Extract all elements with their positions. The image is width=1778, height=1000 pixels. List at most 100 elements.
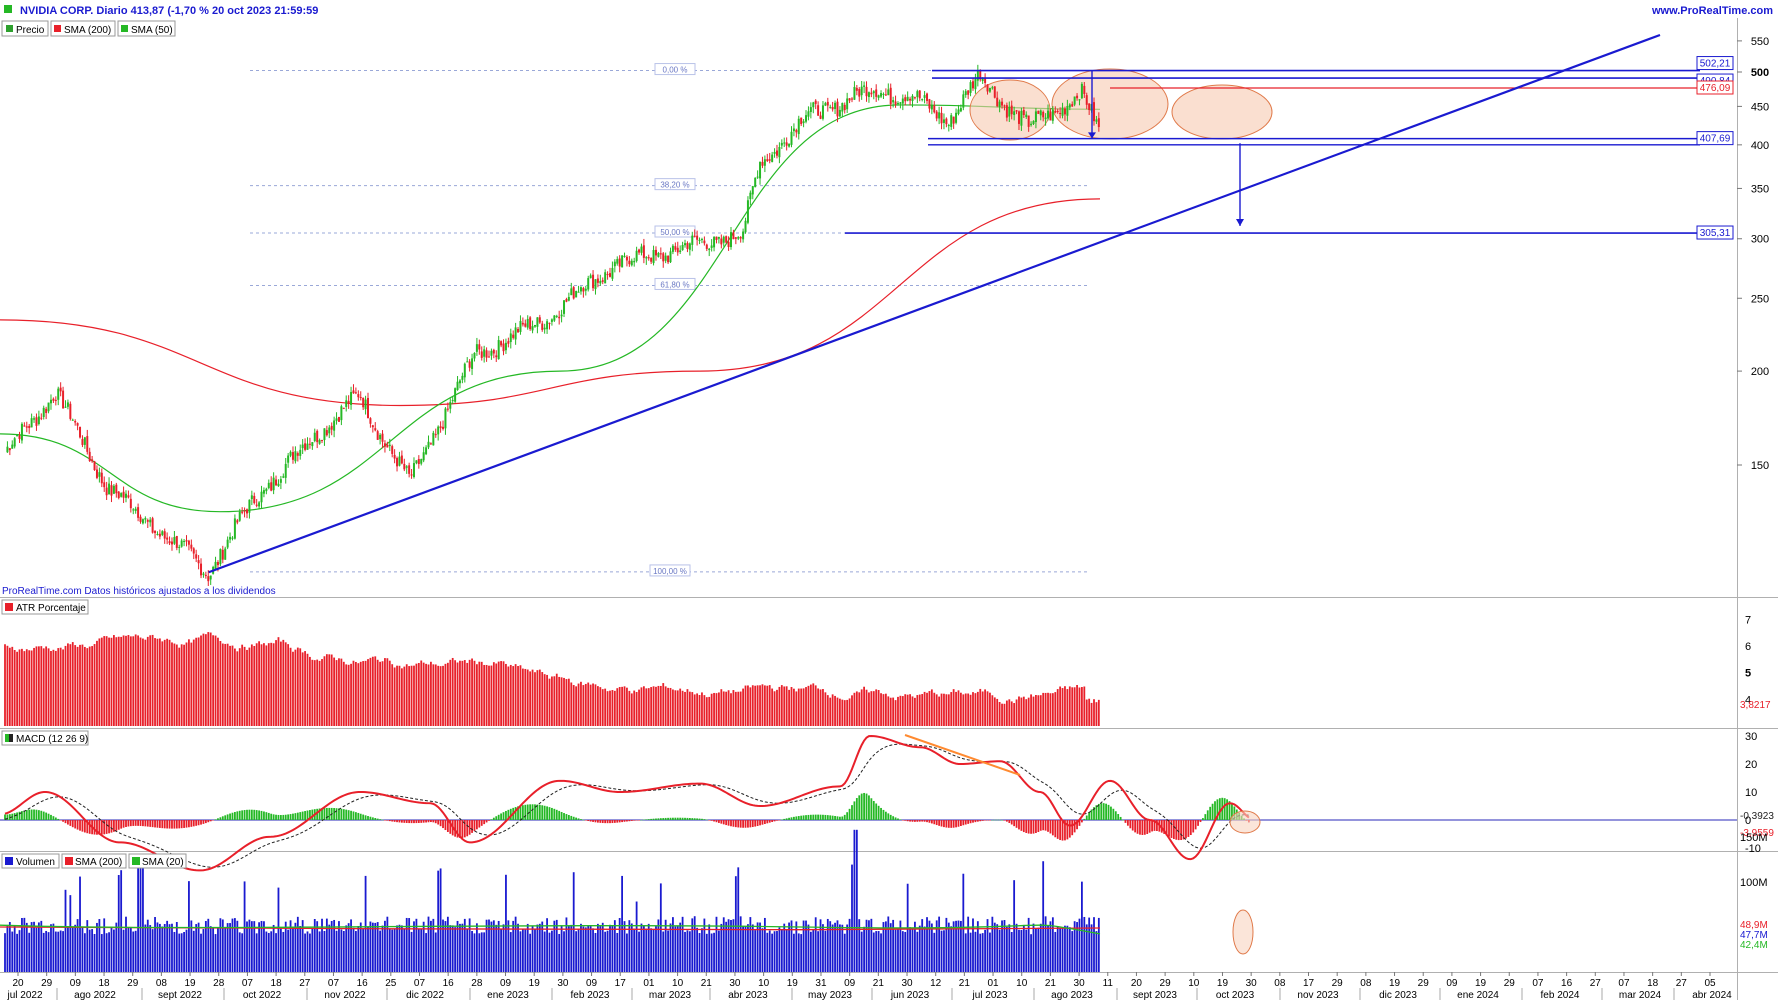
volume-bar (79, 876, 81, 972)
atr-bar (54, 650, 57, 726)
candle (195, 554, 198, 559)
atr-histogram (4, 632, 1100, 726)
volume-bar (1059, 928, 1062, 972)
atr-bar (398, 665, 401, 726)
macd-histogram-bar (449, 820, 452, 834)
atr-bar (163, 639, 166, 726)
macd-histogram-bar (672, 817, 674, 820)
candle (783, 142, 786, 144)
volume-bar (967, 916, 970, 972)
candle (896, 103, 899, 105)
volume-bar (1090, 924, 1093, 972)
atr-bar (507, 666, 510, 726)
candle (688, 243, 691, 250)
atr-bar (524, 668, 527, 726)
candle (841, 103, 844, 112)
atr-bar (471, 658, 473, 726)
macd-histogram-bar (940, 820, 943, 827)
volume-bar (768, 930, 771, 972)
candle (1085, 95, 1088, 105)
candle (681, 244, 684, 251)
volume-bar (1008, 924, 1011, 972)
macd-histogram-bar (168, 820, 171, 829)
atr-bar (616, 688, 619, 726)
macd-histogram-bar (241, 810, 244, 820)
volume-bar (292, 926, 294, 972)
volume-bar (580, 923, 582, 972)
volume-bar (548, 932, 551, 972)
atr-bar (911, 696, 914, 726)
macd-histogram-bar (359, 813, 362, 820)
volume-bar (824, 930, 827, 972)
volume-bar (899, 920, 902, 972)
volume-bar (417, 929, 420, 972)
atr-bar (1044, 692, 1047, 726)
macd-histogram-bar (325, 807, 328, 820)
macd-histogram-bar (730, 820, 732, 827)
volume-bar (974, 931, 977, 972)
atr-bar (446, 662, 449, 726)
candle (766, 159, 769, 161)
macd-histogram-bar (640, 819, 643, 821)
candle (889, 87, 892, 105)
candle (219, 549, 222, 565)
atr-bar (144, 639, 147, 726)
atr-bar (459, 660, 461, 726)
volume-bar (940, 930, 943, 972)
macd-histogram-bar (688, 817, 691, 820)
macd-histogram-bar (524, 804, 527, 820)
macd-histogram-bar (834, 815, 836, 820)
atr-bar (662, 683, 665, 726)
volume-bar (730, 920, 732, 972)
candle (475, 344, 478, 352)
x-month-label: ene 2024 (1457, 990, 1499, 1000)
volume-bar (655, 926, 657, 972)
atr-bar (384, 658, 386, 726)
volume-histogram (0, 829, 1254, 972)
candle (1010, 105, 1013, 115)
atr-bar (512, 666, 515, 726)
macd-histogram-bar (105, 820, 108, 834)
macd-histogram-bar (129, 820, 132, 827)
macd-histogram-bar (1180, 820, 1183, 841)
volume-bar (611, 925, 614, 972)
volume-bar (843, 933, 846, 972)
atr-bar (439, 666, 442, 726)
brand-link[interactable]: www.ProRealTime.com (1651, 5, 1773, 17)
candle (616, 259, 619, 264)
macd-histogram-bar (793, 816, 795, 820)
y-tick-label: 300 (1751, 234, 1769, 246)
volume-bar (868, 920, 870, 972)
macd-histogram-bar (93, 820, 96, 835)
atr-bar (684, 691, 686, 726)
volume-bar (488, 919, 490, 972)
candle (458, 380, 461, 384)
atr-bar (655, 686, 657, 726)
volume-bar (926, 917, 928, 972)
volume-bar (517, 923, 519, 972)
candle (904, 97, 907, 102)
macd-histogram-bar (582, 819, 585, 821)
candle (640, 246, 643, 253)
atr-bar (231, 645, 234, 726)
volume-bar (466, 928, 469, 972)
macd-histogram-bar (732, 820, 735, 827)
volume-bar (563, 931, 565, 972)
macd-histogram-bar (461, 820, 464, 838)
volume-bar (67, 927, 69, 972)
macd-histogram-bar (621, 820, 623, 823)
candle (563, 300, 566, 314)
volume-bar (756, 922, 759, 972)
atr-bar (1037, 695, 1040, 726)
volume-bar (200, 933, 202, 972)
volume-bar (587, 925, 590, 972)
volume-bar (793, 933, 795, 972)
atr-bar (456, 662, 459, 726)
candle (471, 358, 474, 369)
candle (386, 444, 389, 448)
sma50-path (0, 104, 1101, 513)
macd-histogram-bar (609, 820, 611, 824)
macd-histogram-bar (204, 820, 207, 824)
candle (127, 495, 130, 498)
